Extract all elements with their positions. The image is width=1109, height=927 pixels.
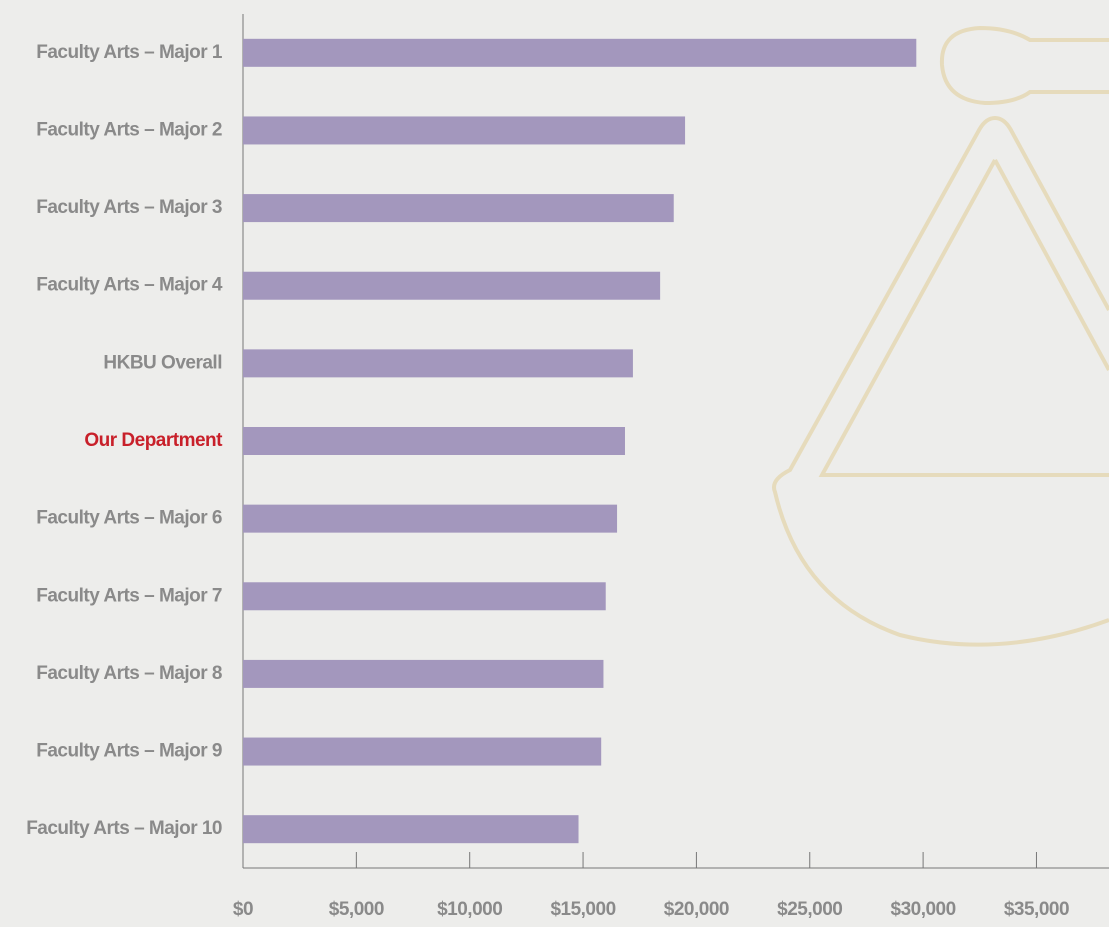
y-tick-label: Faculty Arts – Major 2 — [36, 119, 222, 140]
x-tick-label: $35,000 — [1004, 899, 1069, 920]
y-tick-label: HKBU Overall — [103, 352, 222, 373]
x-tick-label: $0 — [233, 899, 253, 920]
x-tick-label: $15,000 — [550, 899, 615, 920]
y-tick-label: Faculty Arts – Major 3 — [36, 197, 222, 218]
bar — [243, 116, 686, 145]
x-tick-label: $5,000 — [329, 899, 384, 920]
bar — [243, 504, 618, 533]
bar — [243, 349, 633, 378]
y-tick-label: Faculty Arts – Major 9 — [36, 741, 222, 762]
y-tick-label: Our Department — [84, 430, 223, 451]
bar — [243, 582, 606, 611]
bar — [243, 737, 602, 766]
y-tick-label: Faculty Arts – Major 10 — [26, 818, 222, 839]
bar — [243, 815, 579, 844]
x-tick-label: $30,000 — [891, 899, 956, 920]
bar — [243, 659, 604, 688]
bar — [243, 427, 625, 455]
y-tick-label: Faculty Arts – Major 6 — [36, 508, 222, 529]
y-tick-label: Faculty Arts – Major 4 — [36, 275, 223, 296]
y-tick-label: Faculty Arts – Major 1 — [36, 42, 223, 63]
x-tick-label: $10,000 — [437, 899, 502, 920]
x-tick-label: $25,000 — [777, 899, 842, 920]
bar — [243, 271, 661, 300]
bar — [243, 38, 917, 67]
y-tick-label: Faculty Arts – Major 7 — [36, 585, 222, 606]
y-tick-label: Faculty Arts – Major 8 — [36, 663, 222, 684]
x-tick-label: $20,000 — [664, 899, 729, 920]
background-scale-icon — [772, 25, 1109, 647]
bar — [243, 194, 674, 223]
